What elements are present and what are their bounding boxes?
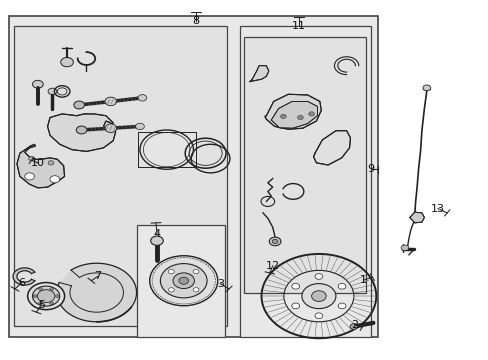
Circle shape xyxy=(138,95,146,101)
Text: 11: 11 xyxy=(291,21,305,31)
Circle shape xyxy=(400,245,408,251)
Text: 10: 10 xyxy=(31,158,45,168)
Circle shape xyxy=(193,270,199,274)
Circle shape xyxy=(39,302,42,305)
Circle shape xyxy=(314,274,322,279)
Text: 3: 3 xyxy=(216,279,223,289)
Circle shape xyxy=(301,284,335,309)
Circle shape xyxy=(314,313,322,319)
Circle shape xyxy=(39,288,42,291)
Circle shape xyxy=(50,288,54,291)
Circle shape xyxy=(291,303,299,309)
Circle shape xyxy=(291,283,299,289)
Circle shape xyxy=(29,157,34,161)
Circle shape xyxy=(74,101,84,109)
Bar xyxy=(9,16,377,337)
Circle shape xyxy=(150,236,163,246)
Polygon shape xyxy=(13,268,35,285)
Circle shape xyxy=(297,115,303,120)
Circle shape xyxy=(422,85,430,91)
Circle shape xyxy=(32,286,60,306)
Polygon shape xyxy=(264,94,321,129)
Circle shape xyxy=(168,288,174,292)
Circle shape xyxy=(33,295,37,297)
Circle shape xyxy=(179,277,188,284)
Polygon shape xyxy=(249,66,268,82)
Circle shape xyxy=(32,80,43,88)
Circle shape xyxy=(50,302,54,305)
Circle shape xyxy=(160,264,206,298)
Text: 7: 7 xyxy=(94,271,101,282)
Bar xyxy=(239,26,370,337)
Circle shape xyxy=(311,291,325,301)
Circle shape xyxy=(25,173,34,180)
Circle shape xyxy=(149,256,217,306)
Text: 1: 1 xyxy=(359,275,366,285)
Bar xyxy=(244,37,366,293)
Circle shape xyxy=(338,283,345,289)
Circle shape xyxy=(280,114,286,118)
Text: 2: 2 xyxy=(350,320,357,330)
Text: 12: 12 xyxy=(265,261,279,271)
Circle shape xyxy=(105,124,116,132)
Circle shape xyxy=(28,283,64,310)
Circle shape xyxy=(105,97,116,106)
Polygon shape xyxy=(271,102,317,128)
Polygon shape xyxy=(47,114,116,152)
Text: 9: 9 xyxy=(366,164,374,174)
Circle shape xyxy=(50,176,60,183)
Text: 13: 13 xyxy=(430,203,444,213)
Circle shape xyxy=(135,123,144,130)
Polygon shape xyxy=(313,131,350,165)
Bar xyxy=(14,26,227,327)
Circle shape xyxy=(272,239,278,244)
Bar xyxy=(136,225,224,337)
Circle shape xyxy=(338,303,345,309)
Circle shape xyxy=(269,237,281,246)
Text: 4: 4 xyxy=(153,229,160,239)
Circle shape xyxy=(61,58,73,67)
Circle shape xyxy=(55,295,59,297)
Polygon shape xyxy=(17,144,64,188)
Circle shape xyxy=(349,324,357,329)
Text: 8: 8 xyxy=(192,16,199,26)
Text: 5: 5 xyxy=(38,300,45,310)
Circle shape xyxy=(37,290,55,302)
Circle shape xyxy=(168,270,174,274)
Text: 6: 6 xyxy=(18,278,25,288)
Circle shape xyxy=(48,161,54,165)
Circle shape xyxy=(193,288,199,292)
Circle shape xyxy=(48,88,57,95)
Circle shape xyxy=(308,112,314,116)
Circle shape xyxy=(140,130,193,169)
Circle shape xyxy=(76,126,87,134)
Circle shape xyxy=(173,273,194,289)
Polygon shape xyxy=(57,263,136,322)
Polygon shape xyxy=(409,212,424,223)
